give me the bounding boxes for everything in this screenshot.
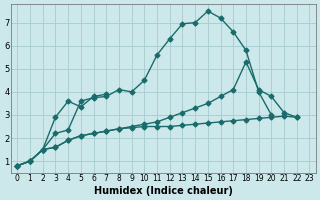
X-axis label: Humidex (Indice chaleur): Humidex (Indice chaleur): [94, 186, 233, 196]
